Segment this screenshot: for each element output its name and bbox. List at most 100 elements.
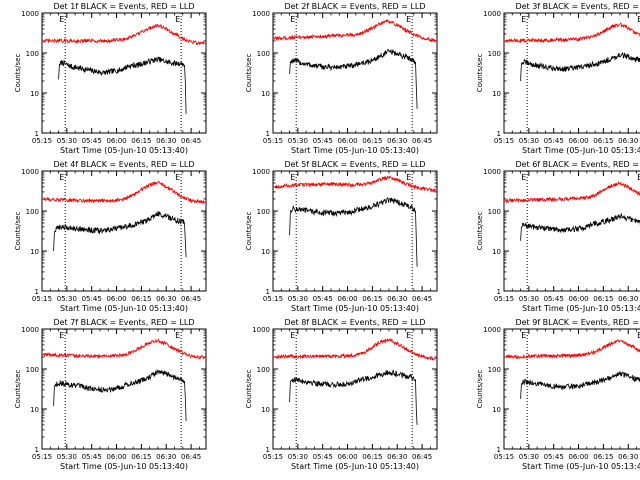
x-tick-label: 05:15 [494, 137, 514, 145]
subplot-title: Det 4f BLACK = Events, RED = LLD [53, 160, 194, 169]
x-tick-label: 06:30 [618, 453, 638, 461]
events-series-line [289, 369, 418, 425]
y-axis-label: Counts/sec [476, 370, 484, 409]
y-tick-label: 100 [257, 50, 270, 58]
y-tick-label: 10 [492, 248, 501, 256]
lld-series-line [503, 22, 640, 44]
x-tick-label: 05:30 [57, 453, 77, 461]
x-tick-label: 05:30 [519, 453, 539, 461]
interval-marker-label: E [521, 173, 526, 182]
x-tick-label: 05:45 [313, 453, 333, 461]
axes-frame [272, 12, 438, 134]
x-tick-label: 06:00 [337, 453, 357, 461]
axes-frame [503, 12, 640, 134]
y-tick-label: 1 [266, 288, 270, 296]
y-tick-label: 10 [30, 406, 39, 414]
interval-marker-label: E [59, 331, 64, 340]
subplot-4: Det 4f BLACK = Events, RED = LLD 1 10 100 10… [14, 160, 207, 313]
x-tick-label: 06:15 [131, 137, 151, 145]
y-tick-label: 10 [30, 248, 39, 256]
interval-marker-label: E [406, 331, 411, 340]
x-tick-label: 06:30 [156, 453, 176, 461]
interval-marker-label: E [637, 331, 640, 340]
x-tick-label: 05:30 [519, 295, 539, 303]
y-axis-label: Counts/sec [245, 54, 253, 93]
y-tick-label: 1 [266, 446, 270, 454]
y-axis-label: Counts/sec [14, 212, 22, 251]
x-tick-label: 06:30 [387, 137, 407, 145]
subplot-7: Det 7f BLACK = Events, RED = LLD 1 10 100 10… [14, 318, 207, 471]
y-tick-label: 100 [488, 50, 501, 58]
x-axis-label: Start Time (05-Jun-10 05:13:40) [522, 462, 640, 471]
x-tick-label: 05:30 [288, 137, 308, 145]
axes-frame [503, 328, 640, 450]
y-tick-label: 1 [497, 446, 501, 454]
x-tick-label: 05:15 [263, 453, 283, 461]
x-tick-label: 05:15 [494, 295, 514, 303]
x-tick-label: 05:45 [82, 137, 102, 145]
subplot-title: Det 5f BLACK = Events, RED = LLD [284, 160, 425, 169]
y-tick-label: 1 [497, 288, 501, 296]
y-tick-label: 1000 [483, 10, 501, 18]
y-tick-label: 100 [257, 366, 270, 374]
x-tick-label: 05:15 [32, 453, 52, 461]
x-tick-label: 05:15 [263, 295, 283, 303]
y-axis-label: Counts/sec [14, 54, 22, 93]
interval-marker-label: E [290, 331, 295, 340]
x-axis-label: Start Time (05-Jun-10 05:13:40) [60, 146, 188, 155]
y-tick-label: 1 [35, 288, 39, 296]
y-tick-label: 1000 [483, 326, 501, 334]
axes-frame [272, 170, 438, 292]
events-series-line [289, 196, 418, 267]
x-tick-label: 05:45 [313, 295, 333, 303]
y-tick-label: 100 [26, 50, 39, 58]
x-axis-label: Start Time (05-Jun-10 05:13:40) [522, 304, 640, 313]
x-tick-label: 05:30 [519, 137, 539, 145]
x-tick-label: 06:30 [387, 295, 407, 303]
x-tick-label: 06:15 [593, 137, 613, 145]
interval-marker-label: E [521, 15, 526, 24]
x-tick-label: 05:45 [82, 295, 102, 303]
subplot-title: Det 9f BLACK = Events, RED = LLD [515, 318, 640, 327]
axes-frame [272, 328, 438, 450]
y-tick-label: 1 [266, 130, 270, 138]
interval-marker-label: E [406, 15, 411, 24]
x-axis-label: Start Time (05-Jun-10 05:13:40) [522, 146, 640, 155]
lld-series-line [504, 180, 640, 204]
y-tick-label: 1 [35, 446, 39, 454]
x-tick-label: 05:15 [494, 453, 514, 461]
x-tick-label: 06:00 [568, 295, 588, 303]
subplot-5: Det 5f BLACK = Events, RED = LLD 1 10 100 10… [245, 160, 438, 313]
x-tick-label: 05:45 [82, 453, 102, 461]
x-tick-label: 06:15 [362, 137, 382, 145]
x-axis-label: Start Time (05-Jun-10 05:13:40) [60, 462, 188, 471]
x-tick-label: 06:15 [131, 453, 151, 461]
y-tick-label: 1000 [21, 168, 39, 176]
y-tick-label: 100 [488, 208, 501, 216]
subplot-title: Det 7f BLACK = Events, RED = LLD [53, 318, 194, 327]
x-tick-label: 06:00 [568, 137, 588, 145]
x-axis-label: Start Time (05-Jun-10 05:13:40) [60, 304, 188, 313]
y-tick-label: 1000 [483, 168, 501, 176]
x-tick-label: 06:45 [181, 137, 201, 145]
y-tick-label: 10 [261, 406, 270, 414]
interval-marker-label: E [637, 173, 640, 182]
x-tick-label: 06:15 [362, 295, 382, 303]
x-tick-label: 06:15 [593, 453, 613, 461]
interval-marker-label: E [175, 173, 180, 182]
events-series-line [58, 56, 187, 114]
y-tick-label: 100 [488, 366, 501, 374]
interval-marker-label: E [637, 15, 640, 24]
x-tick-label: 06:00 [337, 137, 357, 145]
x-tick-label: 06:00 [568, 453, 588, 461]
y-axis-label: Counts/sec [245, 212, 253, 251]
x-tick-label: 06:45 [412, 453, 432, 461]
x-tick-label: 06:00 [106, 453, 126, 461]
interval-marker-label: E [59, 15, 64, 24]
axes-frame [41, 170, 207, 292]
x-tick-label: 05:30 [57, 295, 77, 303]
interval-marker-label: E [290, 173, 295, 182]
x-tick-label: 06:30 [618, 137, 638, 145]
y-tick-label: 1 [35, 130, 39, 138]
x-tick-label: 05:15 [32, 137, 52, 145]
